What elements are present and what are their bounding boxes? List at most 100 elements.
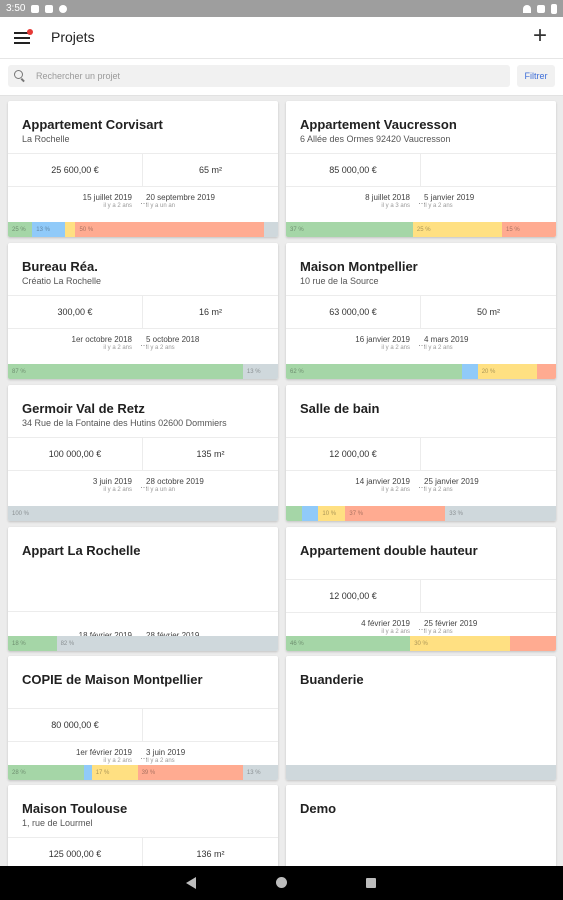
progress-segment: 100 %: [8, 506, 278, 521]
signal-icon: [537, 4, 545, 13]
project-card[interactable]: Appartement double hauteur 12 000,00 €4 f…: [286, 527, 556, 651]
project-metrics: [8, 579, 278, 612]
date-separator: …: [140, 339, 148, 348]
progress-segment: 15 %: [501, 222, 556, 237]
filter-button[interactable]: Filtrer: [517, 65, 555, 87]
date-separator: …: [418, 339, 426, 348]
date-separator: …: [140, 752, 148, 761]
progress-segment: 17 %: [91, 765, 138, 780]
project-card[interactable]: Germoir Val de Retz 34 Rue de la Fontaine…: [8, 385, 278, 521]
search-icon: [14, 70, 26, 82]
end-date: 20 septembre 2019 il y a un an: [146, 193, 215, 209]
project-surface: 50 m²: [476, 307, 500, 317]
end-date: 5 octobre 2018 il y a 2 ans: [146, 335, 200, 351]
project-address: 34 Rue de la Fontaine des Hutins 02600 D…: [22, 418, 227, 428]
project-dates: 16 janvier 2019 il y a 2 ans … 4 mars 2019 i…: [286, 331, 556, 361]
project-card[interactable]: Buanderie: [286, 656, 556, 780]
progress-segment: 13 %: [242, 364, 278, 379]
project-dates: 1er février 2019 il y a 2 ans … 3 juin 2019…: [8, 744, 278, 774]
project-card[interactable]: Maison Toulouse 1, rue de Lourmel 125 000,…: [8, 785, 278, 866]
progress-segment: 39 %: [137, 765, 243, 780]
progress-segment: 46 %: [286, 636, 411, 651]
add-project-button[interactable]: +: [532, 22, 547, 49]
project-card[interactable]: Appartement Vaucresson 6 Allée des Ormes …: [286, 101, 556, 237]
project-card[interactable]: Maison Montpellier 10 rue de la Source 63 …: [286, 243, 556, 379]
project-title: Maison Montpellier: [300, 259, 418, 274]
date-separator: …: [140, 197, 148, 206]
progress-bar: 87 % 13 %: [8, 364, 278, 379]
project-dates: 3 juin 2019 il y a 2 ans … 28 octobre 2019 i…: [8, 473, 278, 503]
project-title: Maison Toulouse: [22, 801, 128, 816]
project-card[interactable]: Bureau Réa. Créatio La Rochelle 300,00 € 16…: [8, 243, 278, 379]
project-title: Germoir Val de Retz: [22, 401, 145, 416]
project-metrics: 12 000,00 €: [286, 437, 556, 471]
status-time: 3:50: [6, 3, 26, 14]
start-date: 1er février 2019 il y a 2 ans: [75, 748, 132, 764]
project-budget: 100 000,00 €: [8, 438, 143, 470]
end-date: 25 février 2019 il y a 2 ans: [424, 619, 478, 635]
project-metrics: 85 000,00 €: [286, 153, 556, 187]
progress-segment: 25 %: [8, 222, 33, 237]
project-card[interactable]: COPIE de Maison Montpellier 80 000,00 €1e…: [8, 656, 278, 780]
progress-segment: 30 %: [410, 636, 511, 651]
system-nav-bar: [0, 866, 563, 900]
progress-segment: 13 %: [32, 222, 65, 237]
start-date: 1er octobre 2018 il y a 2 ans: [71, 335, 133, 351]
sync-icon: [59, 4, 68, 13]
project-title: Appart La Rochelle: [22, 543, 141, 558]
progress-segment: [302, 506, 319, 521]
project-metrics: 80 000,00 €: [8, 708, 278, 742]
project-card[interactable]: Demo: [286, 785, 556, 866]
project-surface: [421, 438, 556, 470]
project-surface: [143, 709, 278, 741]
project-metrics: 12 000,00 €: [286, 579, 556, 613]
progress-segment: [83, 765, 92, 780]
page-title: Projets: [51, 29, 95, 45]
start-date: 15 juillet 2019 il y a 2 ans: [82, 193, 132, 209]
notification-icon: [31, 4, 40, 13]
search-input[interactable]: [34, 70, 498, 82]
progress-segment: [264, 222, 278, 237]
notification-dot: [27, 29, 33, 35]
menu-icon[interactable]: [14, 29, 33, 45]
project-title: Appartement double hauteur: [300, 543, 478, 558]
project-surface: [421, 154, 556, 186]
project-dates: 15 juillet 2019 il y a 2 ans … 20 septembre…: [8, 189, 278, 219]
start-date: 16 janvier 2019 il y a 2 ans: [355, 335, 410, 351]
progress-segment: [286, 506, 303, 521]
project-metrics: 25 600,00 € 65 m²: [8, 153, 278, 187]
project-card[interactable]: Appartement Corvisart La Rochelle 25 600,0…: [8, 101, 278, 237]
progress-bar: 62 % 20 %: [286, 364, 556, 379]
progress-segment: 50 %: [75, 222, 265, 237]
progress-segment: [510, 636, 556, 651]
wifi-icon: [523, 4, 531, 13]
progress-segment: [537, 364, 556, 379]
project-title: Bureau Réa.: [22, 259, 98, 274]
project-card[interactable]: Salle de bain 12 000,00 €14 janvier 2019 i…: [286, 385, 556, 521]
project-metrics: 300,00 € 16 m²: [8, 295, 278, 329]
progress-bar: 18 % 82 %: [8, 636, 278, 651]
project-surface: 65 m²: [198, 165, 222, 175]
clipboard-icon: [45, 4, 54, 13]
project-address: 1, rue de Lourmel: [22, 818, 93, 828]
project-title: COPIE de Maison Montpellier: [22, 672, 203, 687]
home-icon[interactable]: [276, 877, 287, 888]
progress-segment: 62 %: [286, 364, 462, 379]
progress-segment: 13 %: [242, 765, 278, 780]
project-budget: 25 600,00 €: [8, 154, 143, 186]
end-date: 3 juin 2019 il y a 2 ans: [146, 748, 186, 764]
back-icon[interactable]: [186, 877, 196, 889]
progress-segment: [461, 364, 478, 379]
project-budget: 63 000,00 €: [286, 296, 421, 328]
search-box[interactable]: [8, 65, 510, 87]
end-date: 28 octobre 2019 il y a un an: [146, 477, 204, 493]
project-surface: 136 m²: [196, 849, 225, 859]
start-date: 8 juillet 2018 il y a 3 ans: [365, 193, 410, 209]
battery-icon: [551, 3, 557, 14]
start-date: 3 juin 2019 il y a 2 ans: [92, 477, 132, 493]
progress-segment: 10 %: [318, 506, 346, 521]
recents-icon[interactable]: [366, 878, 376, 888]
progress-bar: 37 % 25 % 15 %: [286, 222, 556, 237]
project-title: Demo: [300, 801, 337, 816]
